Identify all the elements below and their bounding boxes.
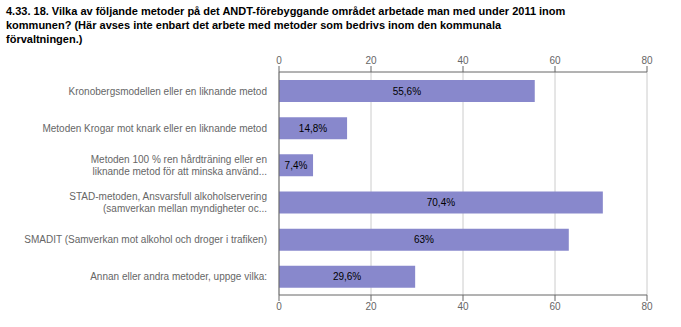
svg-text:Metoden Krogar mot knark eller: Metoden Krogar mot knark eller en liknan… — [42, 122, 267, 133]
svg-text:14,8%: 14,8% — [299, 123, 327, 134]
svg-text:SMADIT (Samverkan mot alkohol: SMADIT (Samverkan mot alkohol och droger… — [24, 234, 267, 245]
svg-text:63%: 63% — [414, 234, 434, 245]
svg-text:40: 40 — [457, 301, 469, 312]
svg-text:STAD-metoden, Ansvarsfull alko: STAD-metoden, Ansvarsfull alkoholserveri… — [69, 191, 267, 214]
svg-text:20: 20 — [365, 55, 377, 66]
svg-text:40: 40 — [457, 55, 469, 66]
svg-text:7,4%: 7,4% — [285, 160, 308, 171]
html-text:4.33. 18. Vilka av följande me: 4.33. 18. Vilka av följande metoder på d… — [6, 5, 566, 17]
svg-text:80: 80 — [641, 301, 653, 312]
svg-text:55,6%: 55,6% — [393, 86, 421, 97]
html-text:kommunen? (Här avses inte enba: kommunen? (Här avses inte enbart det arb… — [6, 19, 502, 31]
svg-text:29,6%: 29,6% — [333, 271, 361, 282]
svg-text:Metoden 100 % ren hårdträning: Metoden 100 % ren hårdträning eller enli… — [91, 153, 267, 176]
svg-text:0: 0 — [276, 55, 282, 66]
html-text:förvaltningen.): förvaltningen.) — [6, 33, 83, 45]
svg-text:60: 60 — [549, 55, 561, 66]
svg-text:Annan eller andra metoder, upp: Annan eller andra metoder, uppge vilka: — [90, 271, 267, 282]
svg-text:20: 20 — [365, 301, 377, 312]
svg-text:0: 0 — [276, 301, 282, 312]
svg-text:Kronobergsmodellen eller en li: Kronobergsmodellen eller en liknande met… — [69, 85, 267, 96]
svg-text:70,4%: 70,4% — [427, 197, 455, 208]
svg-text:80: 80 — [641, 55, 653, 66]
svg-text:60: 60 — [549, 301, 561, 312]
